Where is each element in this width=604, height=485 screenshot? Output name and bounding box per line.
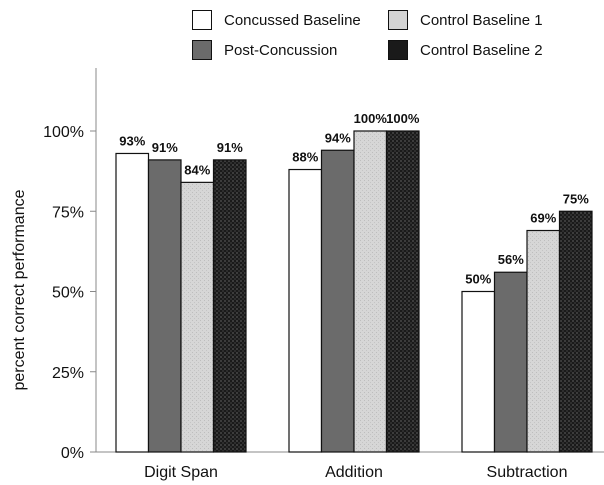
data-label: 88%: [292, 150, 318, 165]
x-category-label: Addition: [325, 464, 383, 481]
bar: [320, 149, 355, 453]
legend-item-control-baseline-2: Control Baseline 2: [388, 38, 543, 62]
data-label: 100%: [354, 111, 388, 126]
legend-item-control-baseline-1: Control Baseline 1: [388, 8, 543, 32]
y-tick-label: 0%: [61, 445, 84, 462]
legend-item-concussed-baseline: Concussed Baseline: [192, 8, 361, 32]
y-tick-label: 50%: [52, 285, 84, 302]
bar: [526, 229, 561, 453]
data-label: 91%: [152, 140, 178, 155]
data-label: 75%: [563, 191, 589, 206]
legend-label-concussed-baseline: Concussed Baseline: [224, 11, 361, 29]
bars: [115, 130, 593, 453]
data-label: 91%: [217, 140, 243, 155]
bar: [385, 130, 420, 453]
x-category-label: Digit Span: [144, 464, 218, 481]
legend-label-post-concussion: Post-Concussion: [224, 41, 338, 59]
data-label: 84%: [184, 162, 210, 177]
data-label: 56%: [498, 252, 524, 267]
data-label: 94%: [325, 130, 351, 145]
bar: [212, 159, 247, 453]
legend-swatch-post-concussion: [192, 40, 212, 60]
y-axis-label: percent correct performance: [11, 189, 28, 390]
legend-swatch-concussed-baseline: [192, 10, 212, 30]
legend-label-control-baseline-2: Control Baseline 2: [420, 41, 543, 59]
legend-item-post-concussion: Post-Concussion: [192, 38, 337, 62]
bar: [558, 210, 593, 453]
legend-label-control-baseline-1: Control Baseline 1: [420, 11, 543, 29]
legend-swatch-control-baseline-2: [388, 40, 408, 60]
bar: [493, 271, 528, 453]
data-labels: 93% 91%84%91%88%94%100% 100%50%56%69%75%: [119, 111, 589, 287]
bar: [461, 290, 496, 453]
data-label: 100%: [386, 111, 420, 126]
legend-swatch-control-baseline-1: [388, 10, 408, 30]
bar: [147, 159, 182, 453]
bar: [115, 152, 150, 453]
legend: Concussed Baseline Control Baseline 1 Po…: [192, 6, 572, 66]
bar: [180, 181, 215, 453]
y-tick-label: 25%: [52, 365, 84, 382]
y-tick-label: 75%: [52, 204, 84, 221]
data-label: 69%: [530, 211, 556, 226]
bar: [353, 130, 388, 453]
y-tick-label: 100%: [43, 124, 84, 141]
x-category-label: Subtraction: [487, 464, 568, 481]
bar: [288, 168, 323, 453]
data-label: 93%: [119, 133, 145, 148]
data-label: 50%: [465, 272, 491, 287]
